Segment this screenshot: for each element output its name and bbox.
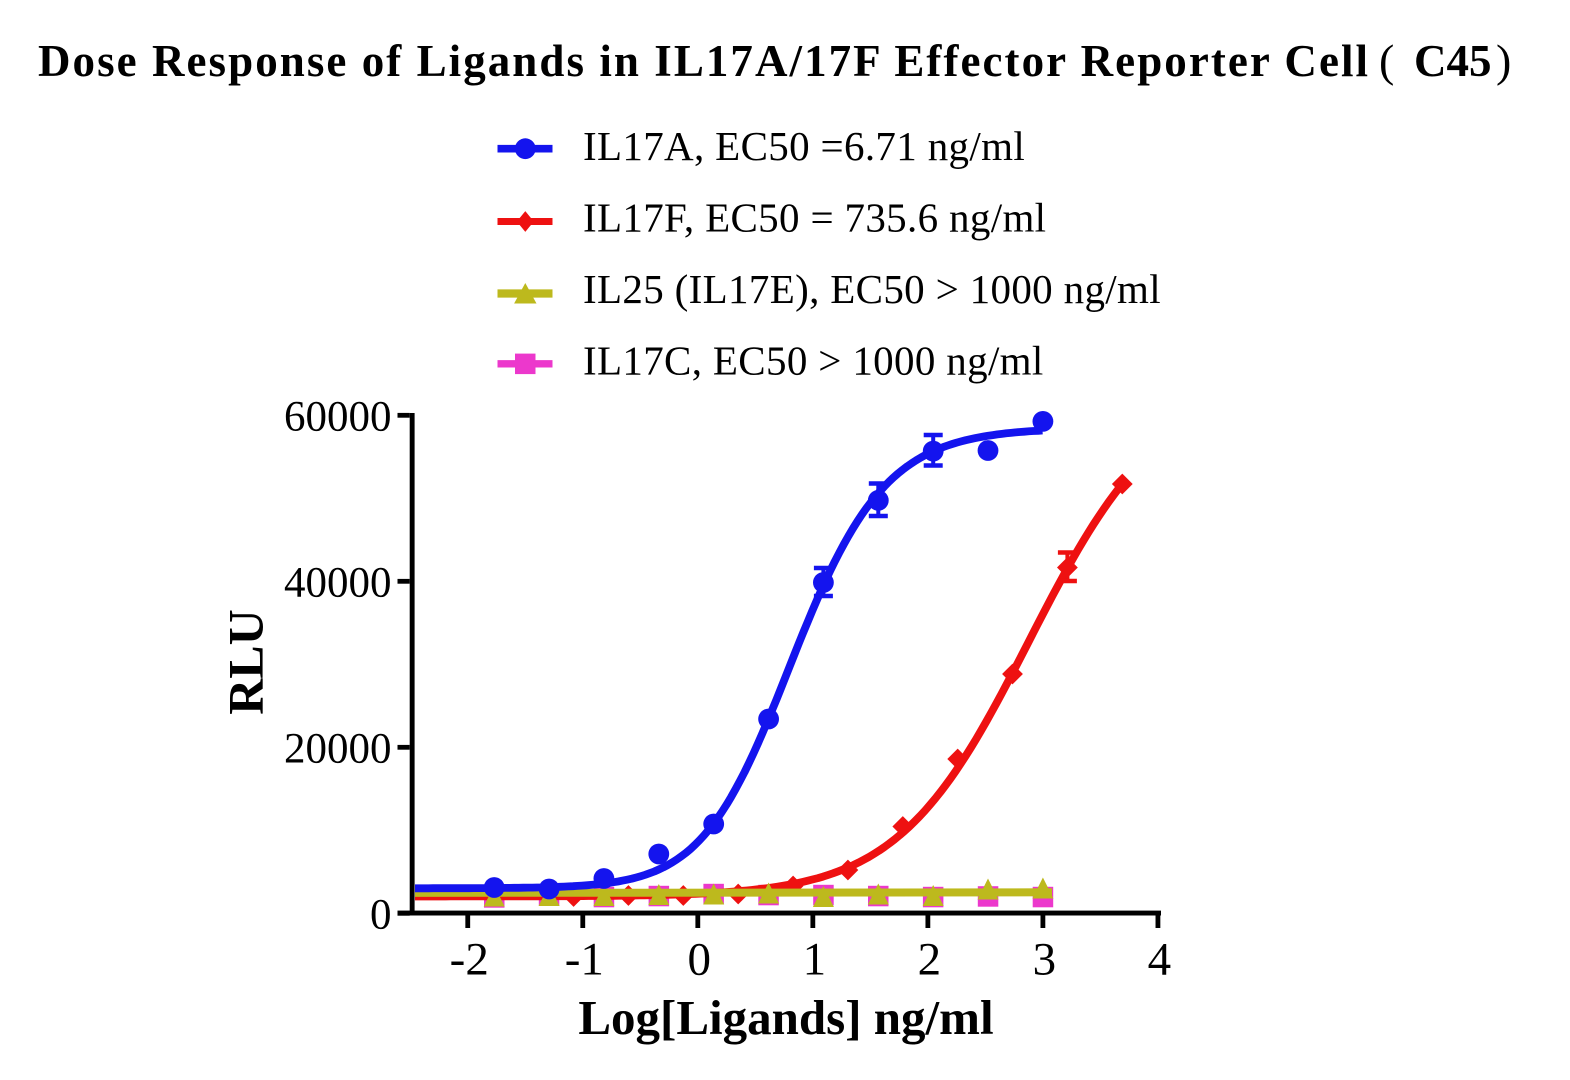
svg-text:40000: 40000 bbox=[284, 559, 392, 606]
svg-text:IL17A, EC50 =6.71 ng/ml: IL17A, EC50 =6.71 ng/ml bbox=[583, 123, 1025, 169]
svg-text:0: 0 bbox=[370, 891, 392, 938]
svg-text:Log[Ligands] ng/ml: Log[Ligands] ng/ml bbox=[578, 990, 993, 1045]
svg-text:60000: 60000 bbox=[284, 393, 392, 440]
svg-text:): ) bbox=[1496, 35, 1511, 86]
svg-text:Dose Response of Ligands in IL: Dose Response of Ligands in IL17A/17F Ef… bbox=[38, 36, 1370, 86]
svg-text:(: ( bbox=[1379, 35, 1394, 86]
svg-text:IL17C, EC50 > 1000 ng/ml: IL17C, EC50 > 1000 ng/ml bbox=[583, 338, 1044, 384]
svg-text:0: 0 bbox=[688, 934, 712, 986]
svg-text:20000: 20000 bbox=[284, 725, 392, 772]
svg-text:1: 1 bbox=[803, 934, 827, 986]
svg-text:-2: -2 bbox=[450, 934, 489, 986]
svg-text:4: 4 bbox=[1148, 934, 1172, 986]
svg-text:-1: -1 bbox=[565, 934, 604, 986]
svg-text:3: 3 bbox=[1033, 934, 1057, 986]
svg-text:C45: C45 bbox=[1414, 36, 1492, 86]
svg-text:RLU: RLU bbox=[218, 609, 274, 715]
svg-text:IL17F, EC50 = 735.6 ng/ml: IL17F, EC50 = 735.6 ng/ml bbox=[583, 195, 1046, 241]
svg-text:2: 2 bbox=[918, 934, 942, 986]
svg-text:IL25 (IL17E), EC50 > 1000 ng/m: IL25 (IL17E), EC50 > 1000 ng/ml bbox=[583, 266, 1161, 312]
